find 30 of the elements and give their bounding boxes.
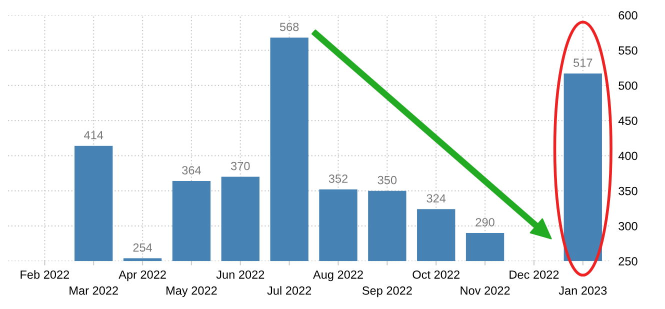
y-tick-label: 500: [618, 81, 638, 90]
x-tick-label: Sep 2022: [362, 286, 412, 298]
x-tick-label: Jan 2023: [558, 286, 607, 295]
data-label: 568: [280, 22, 299, 32]
data-label: 370: [230, 162, 250, 170]
data-label: 254: [133, 243, 152, 252]
x-tick-label: Mar 2022: [70, 286, 118, 295]
data-label: 324: [426, 194, 446, 203]
x-tick-label: Aug 2022: [313, 270, 363, 282]
x-tick-label: Oct 2022: [412, 270, 460, 279]
x-tick-label: Jul 2022: [267, 286, 312, 295]
y-tick-label: 250: [618, 257, 638, 266]
y-tick-label: 300: [618, 222, 638, 230]
x-tick-label: Feb 2022: [20, 270, 70, 279]
y-tick-label: 550: [618, 46, 638, 55]
y-tick-label: 350: [618, 186, 638, 196]
y-tick-label: 450: [618, 116, 638, 125]
data-label: 290: [476, 218, 494, 226]
y-tick-label: 400: [618, 152, 638, 160]
data-label: 517: [574, 58, 592, 67]
data-label: 364: [182, 166, 201, 174]
data-label: 352: [328, 174, 348, 183]
y-tick-label: 600: [618, 11, 638, 20]
x-tick-label: Dec 2022: [510, 270, 559, 279]
x-tick-label: May 2022: [166, 286, 217, 298]
data-label: 350: [378, 176, 397, 184]
x-tick-label: Nov 2022: [460, 286, 510, 295]
x-tick-label: Jun 2022: [216, 270, 264, 279]
data-label: 414: [84, 131, 104, 140]
x-tick-label: Apr 2022: [118, 270, 166, 282]
